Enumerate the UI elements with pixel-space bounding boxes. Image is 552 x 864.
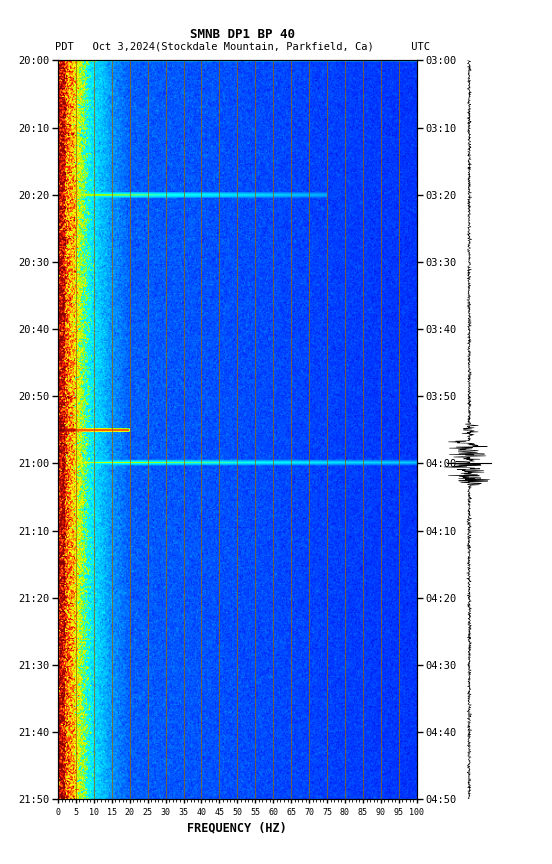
X-axis label: FREQUENCY (HZ): FREQUENCY (HZ) bbox=[188, 822, 287, 835]
Text: SMNB DP1 BP 40: SMNB DP1 BP 40 bbox=[190, 28, 295, 41]
Text: PDT   Oct 3,2024(Stockdale Mountain, Parkfield, Ca)      UTC: PDT Oct 3,2024(Stockdale Mountain, Parkf… bbox=[55, 41, 431, 52]
